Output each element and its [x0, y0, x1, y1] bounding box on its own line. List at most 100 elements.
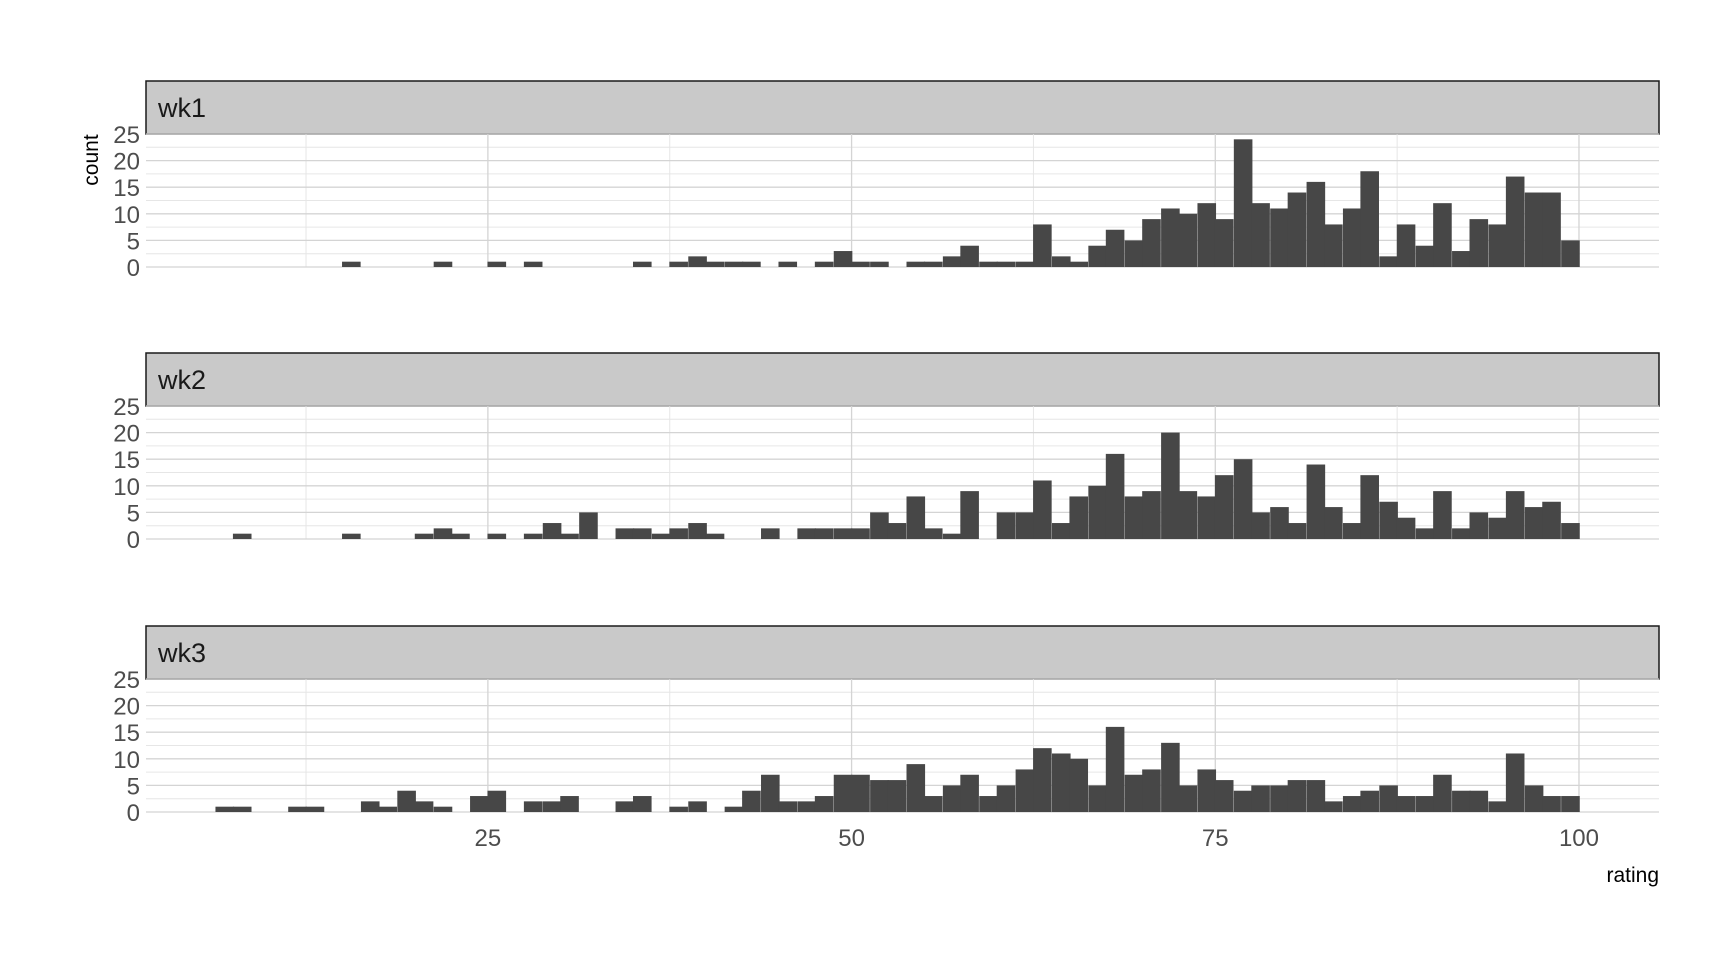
histogram-bar: [1342, 208, 1362, 267]
histogram-bar: [1324, 507, 1343, 539]
y-tick-label: 0: [127, 255, 140, 282]
histogram-bar: [724, 806, 744, 812]
histogram-bar: [1214, 475, 1234, 539]
histogram-bar: [996, 261, 1016, 267]
histogram-bar: [1105, 726, 1125, 812]
histogram-bar: [1287, 780, 1307, 812]
histogram-bar: [761, 528, 780, 539]
histogram-bar: [1161, 432, 1180, 539]
x-axis-title: rating: [1606, 864, 1659, 887]
histogram-bar: [1178, 213, 1198, 267]
y-tick-label: 5: [127, 773, 140, 800]
facet-strip: [145, 80, 1660, 135]
histogram-bar: [1088, 785, 1107, 812]
histogram-bar: [1287, 192, 1307, 267]
histogram-bar: [797, 528, 816, 539]
histogram-bar: [523, 261, 543, 267]
histogram-bar: [742, 261, 761, 267]
x-tick-label: 50: [838, 825, 865, 852]
histogram-bar: [1524, 192, 1544, 267]
histogram-bar: [1524, 507, 1544, 539]
histogram-bar: [542, 523, 562, 539]
histogram-bar: [632, 261, 652, 267]
y-tick-label: 20: [113, 149, 140, 176]
histogram-bar: [342, 533, 361, 539]
histogram-bar: [397, 790, 416, 812]
histogram-bar: [360, 801, 380, 812]
histogram-bar: [1124, 496, 1144, 539]
histogram-bar: [560, 533, 579, 539]
histogram-bar: [1233, 459, 1253, 539]
histogram-bar: [1488, 801, 1508, 812]
histogram-bar: [1270, 785, 1289, 812]
y-tick-label: 25: [113, 122, 140, 149]
histogram-bar: [870, 780, 889, 812]
histogram-bar: [1452, 528, 1471, 539]
histogram-bar: [433, 806, 453, 812]
histogram-bar: [579, 512, 598, 539]
histogram-bar: [942, 785, 962, 812]
facet-strip-label: wk3: [157, 638, 206, 668]
histogram-bar: [979, 261, 998, 267]
histogram-bar: [669, 261, 688, 267]
histogram-bar: [1505, 176, 1525, 267]
histogram-bar: [870, 261, 889, 267]
histogram-bar: [615, 528, 635, 539]
histogram-bar: [542, 801, 562, 812]
histogram-bar: [688, 801, 707, 812]
histogram-bar: [1415, 796, 1435, 812]
histogram-bar: [1469, 219, 1489, 267]
y-tick-label: 10: [113, 202, 140, 229]
histogram-bar: [1342, 796, 1362, 812]
histogram-bar: [615, 801, 635, 812]
histogram-bar: [1324, 801, 1343, 812]
histogram-bar: [1015, 261, 1035, 267]
histogram-bar: [1542, 501, 1561, 539]
histogram-bar: [1033, 748, 1052, 812]
histogram-bar: [1105, 229, 1125, 267]
histogram-bar: [851, 774, 870, 812]
histogram-bar: [906, 261, 926, 267]
x-axis: 25 50 75 100: [475, 825, 1599, 852]
histogram-bar: [1105, 453, 1125, 539]
histogram-bar: [996, 785, 1016, 812]
histogram-bar: [797, 801, 816, 812]
histogram-bar: [560, 796, 579, 812]
histogram-bar: [1433, 774, 1452, 812]
x-tick-label: 75: [1202, 825, 1229, 852]
histogram-bar: [1379, 501, 1398, 539]
histogram-bar: [923, 796, 943, 812]
histogram-bar: [1069, 261, 1089, 267]
histogram-bar: [833, 774, 853, 812]
histogram-bar: [887, 780, 907, 812]
histogram-bar: [433, 528, 453, 539]
histogram-bar: [1233, 790, 1253, 812]
x-tick-label: 25: [475, 825, 502, 852]
histogram-bar: [1396, 517, 1416, 539]
histogram-bar: [724, 261, 744, 267]
histogram-bar: [487, 790, 507, 812]
y-tick-label: 15: [113, 175, 140, 202]
histogram-bar: [669, 806, 688, 812]
histogram-bar: [414, 801, 434, 812]
histogram-bar: [523, 801, 543, 812]
histogram-bar: [1142, 491, 1161, 539]
histogram-bar: [1469, 790, 1489, 812]
y-tick-label: 20: [113, 694, 140, 721]
histogram-bar: [1379, 785, 1398, 812]
histogram-bar: [1069, 758, 1089, 812]
histogram-bar: [1142, 219, 1161, 267]
histogram-bar: [1360, 790, 1379, 812]
facet-strip: [145, 625, 1660, 680]
histogram-bar: [378, 806, 397, 812]
histogram-bar: [1306, 181, 1326, 267]
histogram-bar: [1505, 753, 1525, 812]
histogram-bar: [688, 523, 707, 539]
histogram-bar: [232, 533, 252, 539]
histogram-bar: [433, 261, 453, 267]
histogram-bar: [1324, 224, 1343, 267]
histogram-bar: [1124, 240, 1144, 267]
